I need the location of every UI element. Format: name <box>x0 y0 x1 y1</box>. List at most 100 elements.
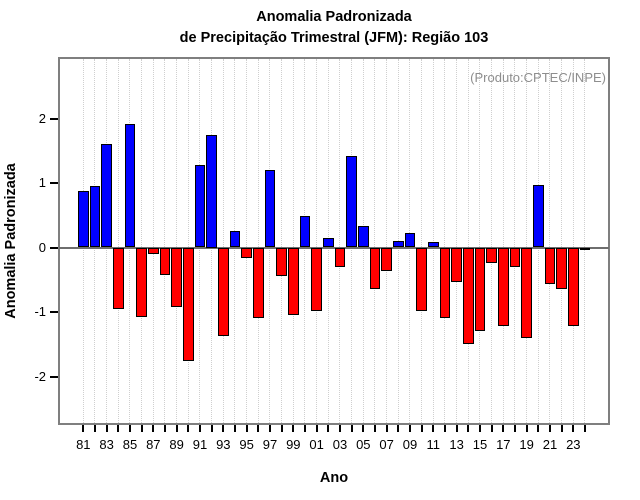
x-tick-1985 <box>128 425 131 432</box>
bar-1989 <box>171 247 182 308</box>
y-tick--1 <box>50 311 58 313</box>
bar-2019 <box>521 247 532 338</box>
bar-2002 <box>323 238 334 248</box>
bar-2007 <box>381 247 392 272</box>
x-tick-2020 <box>537 425 540 432</box>
x-tick-1996 <box>257 425 260 432</box>
bar-2020 <box>533 184 544 248</box>
gridline-1996 <box>257 59 259 423</box>
x-tick-label-97: 97 <box>262 437 278 452</box>
bar-1987 <box>148 247 159 254</box>
gridline-1995 <box>246 59 248 423</box>
gridline-2022 <box>561 59 563 423</box>
x-tick-label-11: 11 <box>426 437 441 452</box>
bar-2014 <box>463 247 474 344</box>
x-tick-2018 <box>513 425 516 432</box>
bar-1986 <box>136 247 147 318</box>
x-tick-2015 <box>478 425 481 432</box>
bar-2021 <box>544 247 556 285</box>
x-tick-label-93: 93 <box>216 437 231 452</box>
x-tick-1999 <box>292 425 295 432</box>
bar-1984 <box>113 247 124 310</box>
producer-annotation: (Produto:CPTEC/INPE) <box>470 70 606 85</box>
x-tick-2008 <box>397 425 400 432</box>
x-tick-2002 <box>327 425 330 432</box>
gridline-2003 <box>339 59 341 423</box>
gridline-1990 <box>187 59 189 423</box>
x-tick-1984 <box>117 425 120 432</box>
bar-1998 <box>276 247 287 276</box>
x-tick-1994 <box>233 425 236 432</box>
gridline-1993 <box>222 59 224 423</box>
x-tick-1986 <box>140 425 143 432</box>
x-tick-2006 <box>373 425 376 432</box>
bar-1988 <box>159 247 171 275</box>
gridline-1987 <box>152 59 154 423</box>
x-tick-label-87: 87 <box>146 437 161 452</box>
bar-2008 <box>393 241 404 248</box>
gridline-2014 <box>467 59 469 423</box>
bar-2004 <box>346 155 357 248</box>
gridline-2023 <box>572 59 574 423</box>
gridline-2007 <box>386 59 388 423</box>
x-tick-label-03: 03 <box>332 437 348 452</box>
bar-1997 <box>264 170 276 248</box>
x-tick-1993 <box>222 425 225 432</box>
x-tick-1991 <box>198 425 201 432</box>
x-tick-2013 <box>455 425 458 432</box>
y-tick--2 <box>50 375 58 378</box>
gridline-1988 <box>164 59 166 423</box>
x-tick-1981 <box>82 425 85 432</box>
x-tick-2023 <box>572 425 575 432</box>
chart-title-line2: de Precipitação Trimestral (JFM): Região… <box>179 30 489 46</box>
bar-1999 <box>288 247 299 316</box>
gridline-1989 <box>176 59 178 423</box>
x-tick-label-05: 05 <box>356 437 371 452</box>
chart-title-line1: Anomalia Padronizada <box>256 9 412 25</box>
x-tick-2024 <box>583 425 586 432</box>
bar-2017 <box>498 247 509 327</box>
x-tick-2005 <box>362 425 365 432</box>
bar-1992 <box>206 134 217 248</box>
gridline-1984 <box>117 59 119 423</box>
x-axis-label: Ano <box>319 470 349 486</box>
x-tick-1989 <box>175 425 178 432</box>
x-tick-1997 <box>268 425 271 432</box>
x-tick-label-83: 83 <box>99 437 114 452</box>
bar-1982 <box>89 186 101 248</box>
bar-2018 <box>509 247 521 268</box>
bar-2006 <box>369 247 381 289</box>
x-tick-2021 <box>548 425 551 432</box>
gridline-2015 <box>479 59 481 423</box>
x-tick-label-85: 85 <box>122 437 138 452</box>
x-tick-label-91: 91 <box>192 437 208 452</box>
bar-1985 <box>124 123 136 248</box>
gridline-2013 <box>456 59 458 423</box>
x-tick-1992 <box>210 425 213 432</box>
gridline-1998 <box>281 59 283 423</box>
gridline-2017 <box>502 59 504 423</box>
gridline-2001 <box>316 59 318 423</box>
y-tick-2 <box>50 117 58 120</box>
x-tick-label-99: 99 <box>286 437 301 452</box>
x-tick-2019 <box>525 425 528 432</box>
bar-1995 <box>241 247 252 259</box>
gridline-2021 <box>549 59 551 423</box>
x-tick-1982 <box>93 425 96 432</box>
bar-1983 <box>101 144 112 248</box>
x-tick-2001 <box>315 425 318 432</box>
x-tick-label-89: 89 <box>169 437 184 452</box>
x-tick-1988 <box>163 425 166 432</box>
bar-1993 <box>218 247 229 336</box>
x-tick-2000 <box>303 425 306 432</box>
bar-2005 <box>358 226 369 248</box>
x-tick-label-21: 21 <box>542 437 558 452</box>
y-tick-0 <box>50 246 58 249</box>
x-tick-1998 <box>280 425 283 432</box>
gridline-1999 <box>292 59 294 423</box>
bar-1991 <box>194 164 206 248</box>
bar-2023 <box>568 247 579 326</box>
gridline-2016 <box>491 59 493 423</box>
bar-2015 <box>474 247 486 332</box>
x-tick-2011 <box>432 425 435 432</box>
